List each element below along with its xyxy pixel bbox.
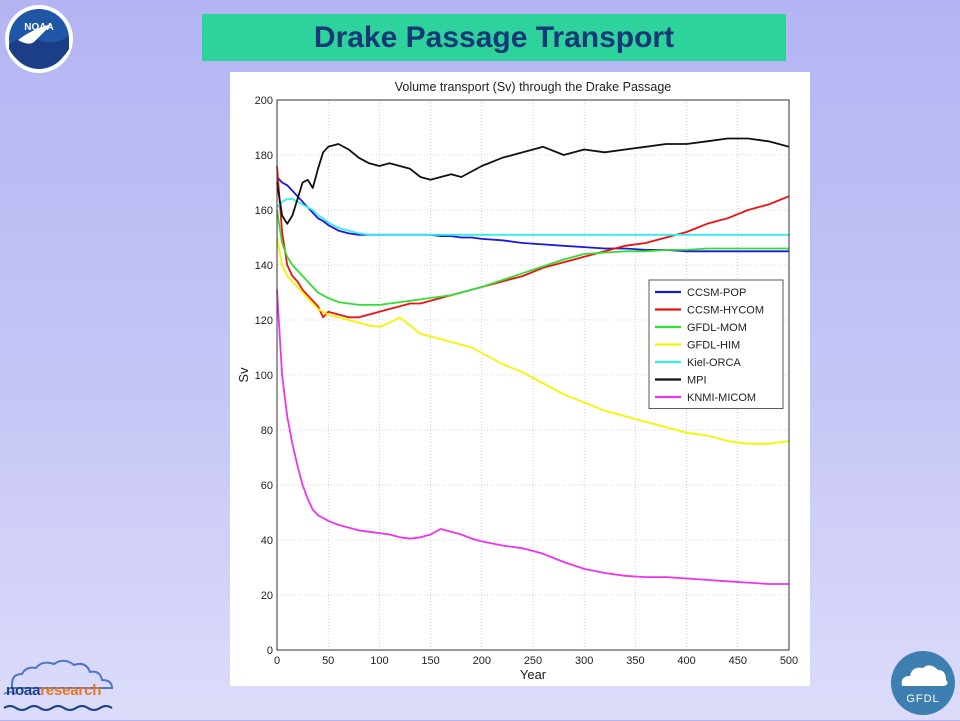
noaa-logo-bird <box>18 24 52 44</box>
noaa-logo-wave <box>9 36 69 69</box>
series-line-gfdl-him <box>276 237 790 445</box>
y-tick-label: 40 <box>261 535 273 547</box>
series-line-kiel-orca <box>276 198 789 236</box>
series-line-mpi <box>276 137 790 225</box>
legend-label: CCSM-POP <box>687 287 746 299</box>
x-tick-label: 0 <box>274 655 280 667</box>
wave-line-icon <box>3 705 113 711</box>
y-tick-label: 60 <box>261 480 273 492</box>
legend-label: Kiel-ORCA <box>687 357 741 369</box>
x-tick-label: 300 <box>575 655 593 667</box>
y-tick-label: 140 <box>255 260 273 272</box>
y-tick-label: 160 <box>255 205 273 217</box>
legend-label: GFDL-MOM <box>687 322 747 334</box>
series-line-gfdl-mom <box>276 209 789 306</box>
gfdl-logo: GFDL <box>890 650 956 716</box>
wave-icon <box>3 691 17 695</box>
wordmark-noaa: noaa <box>6 682 41 699</box>
legend-label: GFDL-HIM <box>687 340 740 352</box>
gfdl-logo-text: GFDL <box>906 693 939 705</box>
y-tick-label: 120 <box>255 315 273 327</box>
legend-label: CCSM-HYCOM <box>687 305 764 317</box>
gfdl-cloud-icon <box>901 665 948 686</box>
chart-panel: Volume transport (Sv) through the Drake … <box>230 72 810 686</box>
y-tick-label: 0 <box>267 645 273 657</box>
noaa-logo-text: NOAA <box>24 22 53 33</box>
noaaresearch-logo <box>2 658 120 714</box>
x-tick-label: 100 <box>370 655 388 667</box>
x-axis-label: Year <box>520 667 547 682</box>
x-tick-label: 500 <box>780 655 798 667</box>
x-tick-label: 450 <box>729 655 747 667</box>
slide-title: Drake Passage Transport <box>313 20 675 54</box>
x-tick-label: 250 <box>524 655 542 667</box>
x-tick-label: 200 <box>473 655 491 667</box>
y-tick-label: 100 <box>255 370 273 382</box>
x-tick-label: 350 <box>626 655 644 667</box>
wordmark-research: research <box>40 682 102 699</box>
noaa-logo: NOAA <box>4 4 74 74</box>
legend-label: MPI <box>687 375 707 387</box>
y-tick-label: 180 <box>255 150 273 162</box>
series-line-ccsm-hycom <box>276 165 790 319</box>
cloud-outline-icon <box>11 659 114 689</box>
series-line-knmi-micom <box>276 289 789 585</box>
x-tick-label: 400 <box>677 655 695 667</box>
y-tick-label: 80 <box>261 425 273 437</box>
slide-title-bar: Drake Passage Transport <box>202 14 786 61</box>
y-tick-label: 200 <box>255 95 273 107</box>
chart-title: Volume transport (Sv) through the Drake … <box>395 80 672 94</box>
y-tick-label: 20 <box>261 590 273 602</box>
y-axis-label: Sv <box>236 367 251 383</box>
noaaresearch-wordmark: noaaresearch <box>6 682 101 699</box>
legend-label: KNMI-MICOM <box>687 392 756 404</box>
transport-chart: Volume transport (Sv) through the Drake … <box>236 80 798 682</box>
x-tick-label: 150 <box>421 655 439 667</box>
x-tick-label: 50 <box>322 655 334 667</box>
plot-frame <box>276 99 790 651</box>
